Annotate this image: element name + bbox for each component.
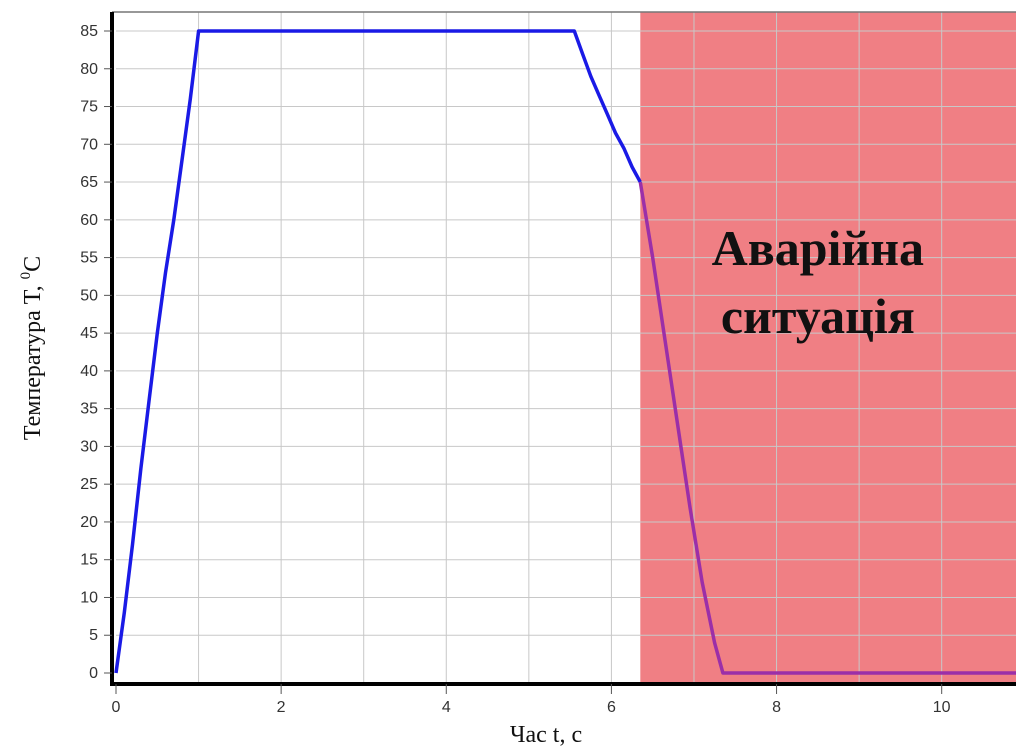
y-tick-label: 55 [80, 250, 98, 267]
x-tick-label: 0 [112, 699, 121, 716]
x-tick-label: 6 [607, 699, 616, 716]
emergency-region-layer [640, 12, 1016, 685]
tick-labels: 0 5 10 15 20 25 30 35 40 45 50 55 60 65 70 75 80 85 0 2 4 6 8 1… [80, 23, 950, 716]
y-tick-label: 65 [80, 174, 98, 191]
y-tick-label: 25 [80, 476, 98, 493]
x-tick-label: 10 [933, 699, 951, 716]
y-tick-label: 40 [80, 363, 98, 380]
x-tick-label: 8 [772, 699, 781, 716]
y-tick-label: 70 [80, 136, 98, 153]
x-tick-label: 4 [442, 699, 451, 716]
y-tick-label: 15 [80, 552, 98, 569]
y-tick-label: 35 [80, 401, 98, 418]
series-lines [114, 29, 1016, 675]
y-axis-label-prefix: Температура T, [20, 279, 46, 440]
series-line-2 [638, 181, 1016, 675]
axes [104, 11, 1016, 694]
y-tick-label: 80 [80, 61, 98, 78]
y-tick-label: 60 [80, 212, 98, 229]
x-axis-label: Час t, с [510, 722, 582, 747]
y-tick-label: 50 [80, 287, 98, 304]
y-tick-label: 30 [80, 438, 98, 455]
series-line-1 [114, 29, 642, 674]
emergency-region [640, 12, 1016, 685]
y-tick-label: 10 [80, 589, 98, 606]
y-axis-label-suffix: C [20, 256, 46, 272]
grid-lines [116, 12, 1016, 685]
y-axis-label-superscript: 0 [18, 272, 34, 280]
y-tick-label: 5 [89, 627, 98, 644]
y-tick-label: 45 [80, 325, 98, 342]
annotation-line-2: ситуація [721, 288, 915, 344]
y-tick-label: 0 [89, 665, 98, 682]
emergency-annotation: Аварійна ситуація [712, 220, 924, 344]
y-axis-label: Температура T, 0C [18, 256, 46, 440]
y-tick-label: 20 [80, 514, 98, 531]
y-tick-label: 85 [80, 23, 98, 40]
annotation-line-1: Аварійна [712, 220, 924, 276]
x-tick-label: 2 [277, 699, 286, 716]
y-tick-label: 75 [80, 99, 98, 116]
